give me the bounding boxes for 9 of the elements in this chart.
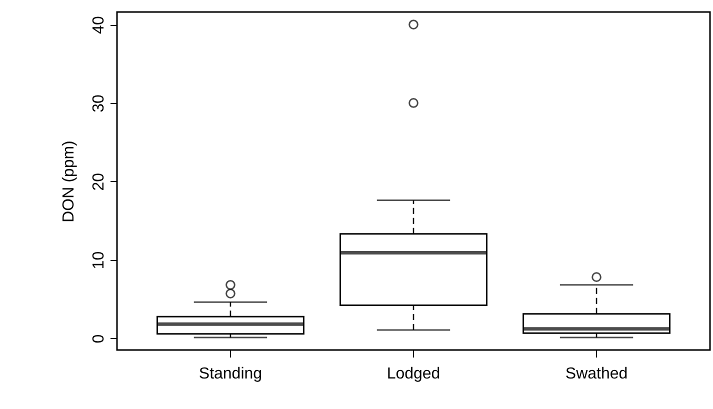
y-axis-title: DON (ppm) [60,140,78,222]
y-tick-label: 10 [90,251,108,270]
x-tick-label: Swathed [565,366,628,382]
y-tick-label: 0 [90,334,108,344]
x-tick-label: Standing [198,366,262,382]
y-tick-label: 30 [90,94,108,112]
y-tick-label: 40 [90,16,108,34]
y-tick-label: 20 [90,172,108,191]
x-tick-label: Lodged [386,366,440,382]
